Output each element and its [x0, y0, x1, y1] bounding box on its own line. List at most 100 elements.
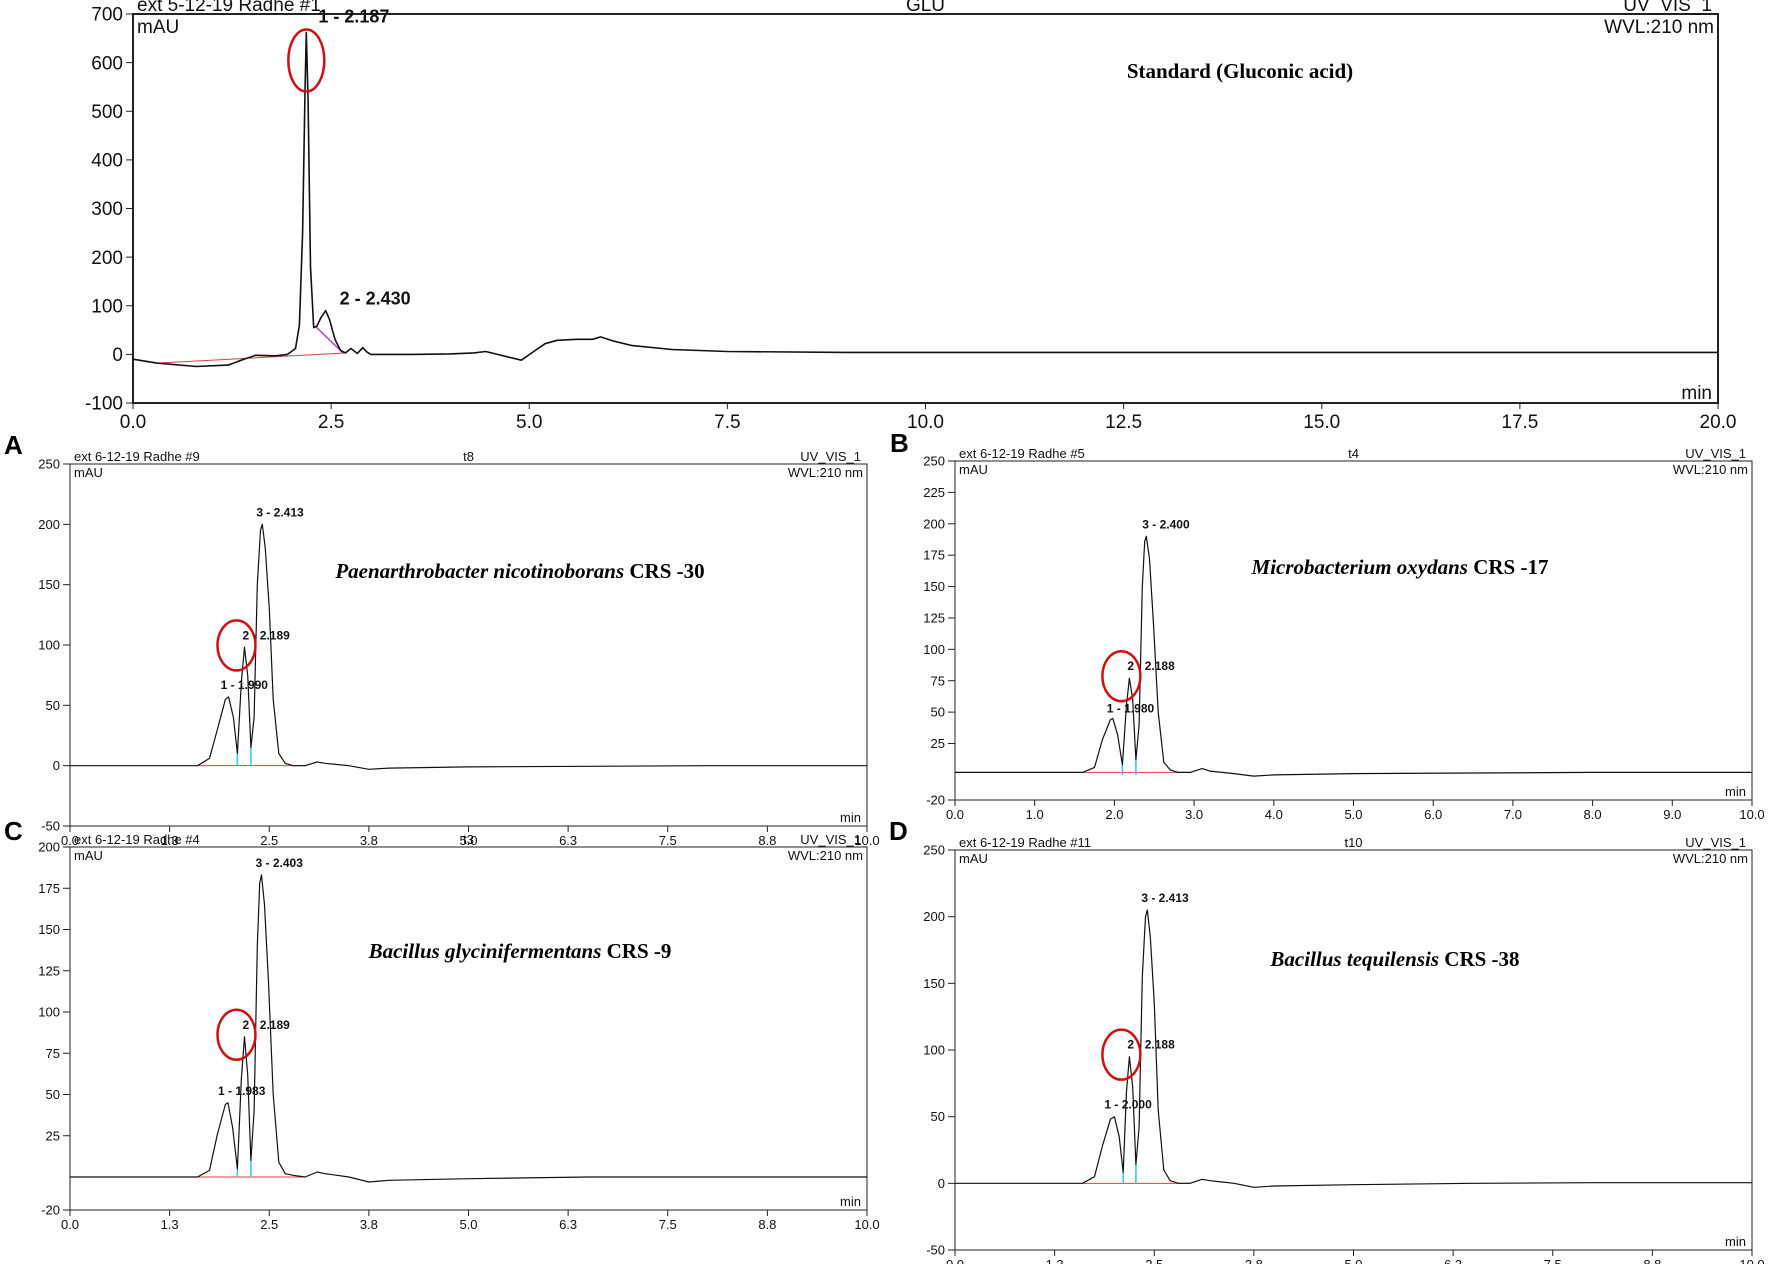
- x-tick-label: 12.5: [1105, 412, 1142, 433]
- sample-name-label: t10: [1344, 835, 1362, 850]
- y-tick-label: 50: [46, 698, 60, 713]
- strain-name: CRS -9: [601, 939, 671, 963]
- x-tick-label: 8.0: [1584, 807, 1602, 822]
- x-unit-label: min: [1725, 1234, 1746, 1249]
- sample-name-label: t3: [463, 832, 474, 847]
- y-unit-label: mAU: [74, 848, 103, 863]
- run-id-label: ext 6-12-19 Radhe #4: [74, 832, 200, 847]
- x-tick-label: 8.8: [758, 1217, 776, 1232]
- chart-panel-D: ext 6-12-19 Radhe #11 t10 UV_VIS_1 mAU WVL:2…: [889, 816, 1765, 1264]
- plot-frame: [69, 463, 868, 827]
- y-tick-label: -20: [41, 1203, 60, 1218]
- run-id-label: ext 5-12-19 Radhe #1: [137, 0, 321, 16]
- peak-label: 3 - 2.400: [1142, 517, 1190, 531]
- y-tick-label: 100: [38, 1005, 60, 1020]
- y-tick-label: 125: [38, 963, 60, 978]
- x-tick-label: 7.0: [1504, 807, 1522, 822]
- highlight-circle: [287, 28, 326, 93]
- peak-label: 3 - 2.413: [1141, 891, 1189, 905]
- highlight-circle: [216, 619, 257, 672]
- chart-panel-B: ext 6-12-19 Radhe #5 t4 UV_VIS_1 mAU WVL:210…: [890, 428, 1765, 822]
- y-tick-label: 250: [38, 457, 60, 472]
- wavelength-label: WVL:210 nm: [1673, 462, 1748, 477]
- x-tick-label: 17.5: [1501, 412, 1538, 433]
- y-tick-label: 200: [923, 909, 945, 924]
- sample-name-label: GLU: [906, 0, 945, 16]
- peak-label: 3 - 2.403: [256, 856, 304, 870]
- x-tick-label: 10.0: [854, 1217, 879, 1232]
- x-tick-label: 9.0: [1663, 807, 1681, 822]
- y-unit-label: mAU: [959, 462, 988, 477]
- y-tick-label: 250: [923, 454, 945, 469]
- x-tick-label: 5.0: [1344, 1257, 1362, 1264]
- x-tick-label: 0.0: [946, 1257, 964, 1264]
- y-tick-label: 175: [38, 881, 60, 896]
- y-tick-label: 200: [38, 517, 60, 532]
- plot-frame: [954, 460, 1753, 801]
- y-tick-label: 50: [46, 1087, 60, 1102]
- y-tick-label: 75: [931, 673, 945, 688]
- y-tick-label: 175: [923, 548, 945, 563]
- y-tick-label: 150: [923, 579, 945, 594]
- strain-name: Standard (Gluconic acid): [1127, 59, 1353, 83]
- y-tick-label: 700: [91, 5, 123, 26]
- strain-name: CRS -17: [1468, 555, 1549, 579]
- y-tick-label: 100: [38, 638, 60, 653]
- peak-label: 2 - 2.430: [340, 289, 411, 309]
- x-tick-label: 6.3: [1444, 1257, 1462, 1264]
- y-tick-label: 0: [53, 758, 60, 773]
- run-id-label: ext 6-12-19 Radhe #9: [74, 449, 200, 464]
- panel-letter: A: [4, 430, 23, 460]
- y-tick-label: 200: [91, 248, 123, 269]
- chromatogram-trace: [132, 31, 1718, 368]
- y-tick-label: 100: [923, 1043, 945, 1058]
- sample-annotation: Microbacterium oxydans CRS -17: [1251, 555, 1549, 579]
- sample-annotation: Bacillus glycinifermentans CRS -9: [368, 939, 672, 963]
- detector-channel-label: UV_VIS_1: [800, 449, 861, 464]
- x-tick-label: 3.8: [360, 833, 378, 848]
- chromatogram-trace: [70, 523, 867, 770]
- y-tick-label: 75: [46, 1046, 60, 1061]
- detector-channel-label: UV_VIS_1: [800, 832, 861, 847]
- sample-annotation: Paenarthrobacter nicotinoborans CRS -30: [334, 559, 704, 583]
- integration-baseline: [156, 352, 348, 364]
- y-tick-label: 150: [923, 976, 945, 991]
- chromatogram-trace: [70, 874, 867, 1183]
- wavelength-label: WVL:210 nm: [788, 465, 863, 480]
- sample-annotation: Bacillus tequilensis CRS -38: [1269, 947, 1519, 971]
- sample-annotation: Standard (Gluconic acid): [1127, 59, 1353, 83]
- sample-name-label: t8: [463, 449, 474, 464]
- panel-letter: C: [4, 816, 23, 846]
- y-tick-label: 50: [931, 1109, 945, 1124]
- y-tick-label: 100: [91, 296, 123, 317]
- y-unit-label: mAU: [959, 851, 988, 866]
- x-tick-label: 3.8: [360, 1217, 378, 1232]
- x-tick-label: 2.5: [260, 1217, 278, 1232]
- x-tick-label: 7.5: [1544, 1257, 1562, 1264]
- species-name: Paenarthrobacter nicotinoborans: [334, 559, 624, 583]
- highlight-circle: [1101, 649, 1142, 703]
- peak-label: 1 - 2.000: [1104, 1098, 1152, 1112]
- x-tick-label: 6.3: [559, 833, 577, 848]
- x-unit-label: min: [840, 1194, 861, 1209]
- x-tick-label: 10.0: [854, 833, 879, 848]
- x-tick-label: 6.0: [1424, 807, 1442, 822]
- strain-name: CRS -30: [624, 559, 705, 583]
- y-tick-label: 400: [91, 151, 123, 172]
- x-tick-label: 7.5: [714, 412, 740, 433]
- peak-label: 2 - 2.188: [1127, 659, 1175, 673]
- x-tick-label: 3.8: [1245, 1257, 1263, 1264]
- x-tick-label: 1.3: [161, 833, 179, 848]
- x-tick-label: 0.0: [61, 833, 79, 848]
- y-tick-label: -20: [926, 793, 945, 808]
- panel-letter: D: [889, 816, 908, 846]
- y-tick-label: 0: [938, 1176, 945, 1191]
- x-unit-label: min: [840, 810, 861, 825]
- wavelength-label: WVL:210 nm: [788, 848, 863, 863]
- y-tick-label: 125: [923, 610, 945, 625]
- y-unit-label: mAU: [74, 465, 103, 480]
- y-tick-label: 600: [91, 53, 123, 74]
- detector-channel-label: UV_VIS_1: [1685, 446, 1746, 461]
- chart-panel-A: ext 6-12-19 Radhe #9 t8 UV_VIS_1 mAU WVL:210…: [4, 430, 880, 848]
